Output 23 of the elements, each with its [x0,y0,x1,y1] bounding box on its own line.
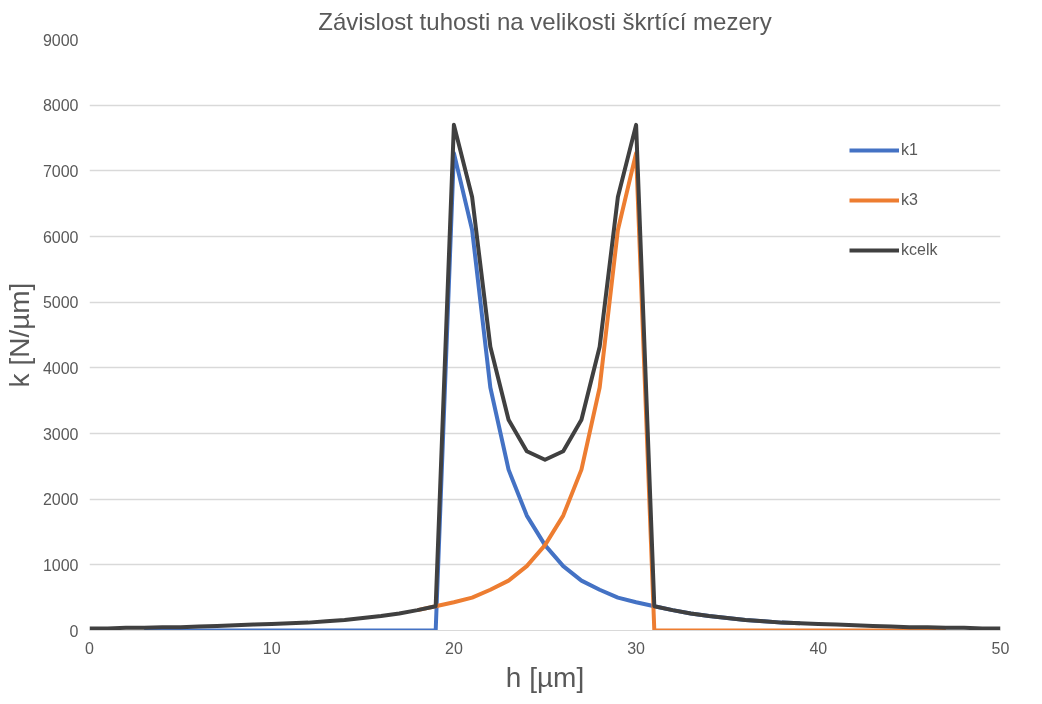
y-tick-label: 9000 [42,31,79,49]
y-tick-label: 4000 [42,359,79,377]
y-tick-label: 6000 [42,228,79,246]
y-tick-label: 3000 [42,425,79,443]
y-tick-label: 2000 [42,491,79,509]
y-tick-label: 7000 [42,162,79,180]
x-axis-title: h [µm] [505,661,585,693]
legend-label: kcelk [901,241,938,259]
x-tick-label: 40 [809,639,828,657]
y-tick-label: 0 [69,622,79,640]
x-tick-label: 0 [85,639,95,657]
x-tick-label: 30 [627,639,646,657]
line-series [89,122,1001,631]
legend-label: k1 [901,141,919,159]
chart-title: Závislost tuhosti na velikosti škrtící mezery [318,7,772,35]
y-axis-title: k [N/µm] [3,282,35,388]
x-tick-label: 10 [262,639,281,657]
x-tick-label: 50 [991,639,1010,657]
y-tick-label: 1000 [42,556,79,574]
y-tick-label: 5000 [42,294,79,312]
y-tick-label: 8000 [42,97,79,115]
x-tick-label: 20 [445,639,463,657]
legend-label: k3 [901,191,919,209]
